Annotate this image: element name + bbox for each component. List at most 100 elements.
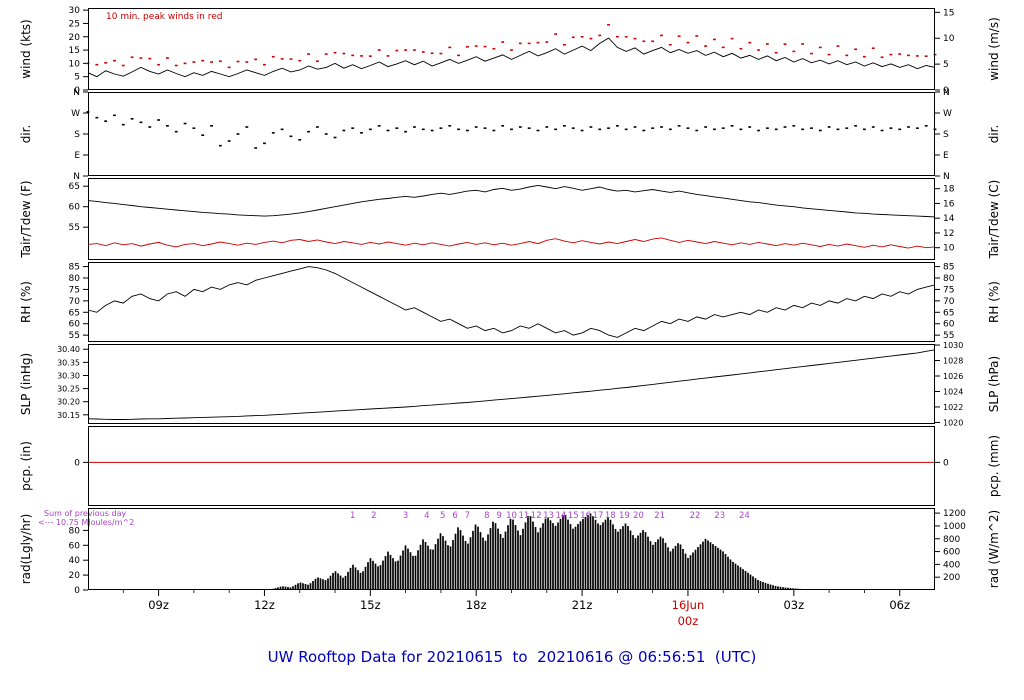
svg-text:400: 400 [943,560,960,570]
rad-hour-mark: 12 [531,511,542,521]
x-axis-label: 09z [148,598,169,612]
x-axis-label: 21z [572,598,593,612]
svg-text:600: 600 [943,548,960,558]
axis-label-dir-left: dir. [19,124,33,144]
svg-text:18: 18 [943,185,955,195]
svg-text:25: 25 [69,19,80,29]
axis-label-rh-left: RH (%) [19,281,33,323]
rad-hour-mark: 24 [739,511,750,521]
axis-label-tair-left: Tair/Tdew (F) [19,180,33,258]
rad-hour-mark: 1 [350,511,355,521]
svg-text:65: 65 [69,182,80,192]
svg-text:1028: 1028 [943,357,963,366]
svg-text:10: 10 [943,244,955,254]
rad-hour-mark: 9 [496,511,501,521]
svg-text:60: 60 [69,203,81,213]
svg-text:55: 55 [69,223,80,233]
svg-text:5: 5 [943,60,949,70]
svg-text:55: 55 [69,331,80,341]
rad-hour-mark: 3 [403,511,408,521]
svg-text:1000: 1000 [943,522,966,532]
rad-hour-mark: 2 [371,511,376,521]
svg-text:0: 0 [74,586,80,596]
svg-text:12: 12 [943,229,954,239]
svg-text:55: 55 [943,331,954,341]
svg-text:1030: 1030 [943,341,963,350]
svg-text:30.30: 30.30 [57,371,80,380]
svg-text:16: 16 [943,199,955,209]
rad-hour-mark: 21 [654,511,665,521]
axis-label-wind-right: wind (m/s) [987,17,1001,81]
panel-wind: 0 5 10 15 20 25 30 0 5 10 15 10 min. peak winds in … [69,6,955,96]
svg-text:N: N [73,88,80,98]
svg-text:30.15: 30.15 [57,411,80,420]
svg-text:N: N [73,172,80,182]
svg-text:80: 80 [69,526,81,536]
plot-wind: 0 5 10 15 20 25 30 0 5 10 15 10 min. peak winds in … [69,6,955,96]
axis-label-wind-left: wind (kts) [19,19,33,79]
svg-text:65: 65 [69,308,80,318]
svg-text:30.40: 30.40 [57,345,80,354]
svg-text:40: 40 [69,556,81,566]
svg-text:E: E [74,151,80,161]
rad-hour-mark: 23 [714,511,725,521]
axis-label-slp-right: SLP (hPa) [987,355,1001,413]
svg-text:80: 80 [943,274,955,284]
rad-hour-mark: 4 [424,511,429,521]
svg-text:85: 85 [943,263,954,273]
svg-text:15: 15 [69,46,80,56]
svg-text:1026: 1026 [943,372,963,381]
svg-text:70: 70 [69,297,81,307]
svg-text:30.25: 30.25 [57,385,80,394]
plot-dir: N W S E N N W S E N [71,88,952,182]
svg-text:14: 14 [943,214,955,224]
svg-text:65: 65 [943,308,954,318]
axis-label-slp-left: SLP (inHg) [19,352,33,416]
svg-text:200: 200 [943,573,960,583]
svg-text:0: 0 [74,458,80,468]
rad-hour-mark: 18 [605,511,616,521]
rad-hour-mark: 20 [633,511,644,521]
rad-hour-mark: 13 [543,511,554,521]
svg-text:1024: 1024 [943,387,963,396]
rad-hour-mark: 19 [619,511,630,521]
svg-text:60: 60 [69,320,81,330]
rad-sum-annotation-line2: <--- 10.75 MJoules/m^2 [38,518,134,527]
svg-text:30.20: 30.20 [57,398,80,407]
plot-tair: 65 60 55 18 16 14 12 10 [69,178,955,260]
svg-text:85: 85 [69,263,80,273]
plot-slp: 30.40 30.35 30.30 30.25 30.20 30.15 1030 1028 10… [57,341,963,427]
axis-label-rad-left: rad(Lgly/hr) [19,513,33,585]
x-axis-label: 16Jun [672,598,705,612]
svg-text:S: S [74,130,80,140]
rad-hour-mark: 8 [484,511,489,521]
wind-peak-note: 10 min. peak winds in red [106,12,223,22]
svg-text:20: 20 [69,33,81,43]
svg-text:0: 0 [74,86,80,96]
svg-text:60: 60 [69,541,81,551]
svg-text:10: 10 [943,34,955,44]
rad-hour-mark: 6 [452,511,457,521]
svg-text:N: N [943,88,950,98]
chart-title: UW Rooftop Data for 20210615 to 20210616… [267,648,757,666]
rad-hour-mark: 11 [518,511,529,521]
axis-label-pcp-left: pcp. (in) [19,441,33,491]
panel-slp: 30.40 30.35 30.30 30.25 30.20 30.15 1030 1028 10… [57,341,963,427]
panel-tair: 65 60 55 18 16 14 12 10 [69,178,955,260]
rad-hour-mark: 14 [555,511,566,521]
x-axis-label: 12z [254,598,275,612]
svg-text:15: 15 [943,8,954,18]
rad-hour-mark: 17 [593,511,604,521]
svg-text:S: S [943,130,949,140]
svg-text:800: 800 [943,535,960,545]
panel-dir: N W S E N N W S E N [71,88,952,182]
axis-label-tair-right: Tair/Tdew (C) [987,179,1001,259]
svg-text:80: 80 [69,274,81,284]
svg-text:60: 60 [943,320,955,330]
